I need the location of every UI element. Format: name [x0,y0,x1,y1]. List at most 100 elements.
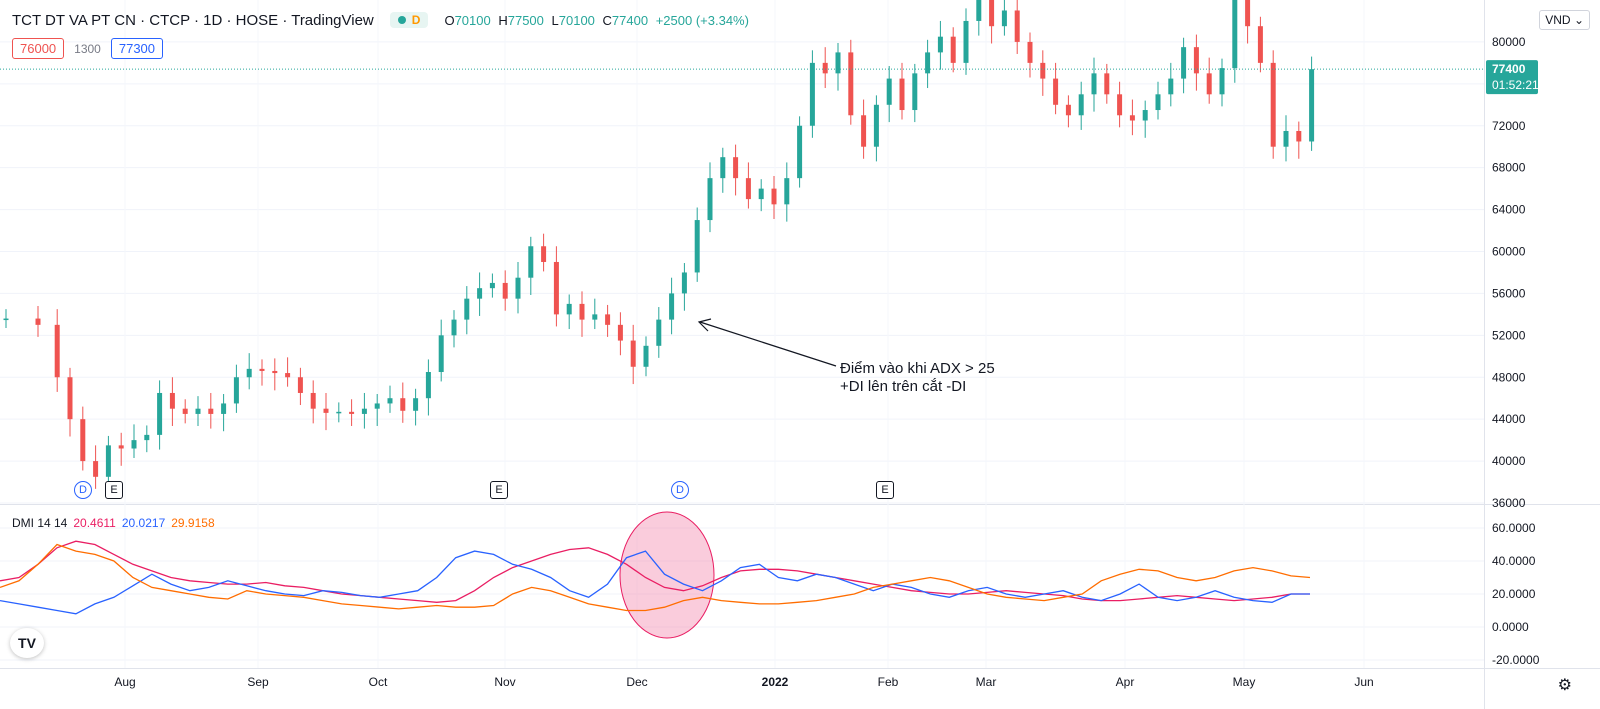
currency-dropdown[interactable]: VND ⌄ [1539,10,1590,30]
close-value: 77400 [611,12,649,28]
tradingview-logo-icon[interactable]: TV [10,628,44,658]
candle-body [323,408,329,413]
candle-body [477,288,483,299]
change-value: +2500 (+3.34%) [655,12,749,28]
market-open-icon [397,16,406,24]
candle-body [1065,104,1071,116]
candle-body [182,408,188,414]
candle-body [643,345,649,367]
time-tick-label: Aug [114,675,135,689]
delay-letter: D [411,13,421,27]
candle-body [425,372,431,399]
candle-body [169,392,175,409]
candle-body [873,104,879,147]
symbol-title[interactable]: TCT DT VA PT CN · CTCP · 1D · HOSE · Tra… [12,11,374,29]
gear-icon[interactable]: ⚙ [1557,677,1572,694]
dmi-tick-label: 40.0000 [1492,554,1536,568]
price-tick-label: 60000 [1492,245,1526,259]
candle-body [950,36,956,63]
candle-body [3,318,9,321]
trade-buttons: 76000 1300 77300 [12,38,164,59]
candle-body [566,303,572,315]
candle-body [515,277,521,299]
price-tick-label: 48000 [1492,370,1526,384]
annotation-arrow-line [699,321,837,367]
candle-body [1232,0,1238,69]
candle-body [861,115,867,147]
low-value: 70100 [558,12,595,28]
candle-body [1219,68,1225,95]
countdown-value: 01:52:21 [1492,78,1539,92]
candle-body [976,0,982,21]
candle-body [758,188,764,200]
candle-body [937,36,943,53]
candle-body [1078,94,1084,116]
candle-body [809,62,815,126]
candle-body [771,188,777,205]
candle-body [93,461,99,477]
candle-body [1257,26,1263,63]
dmi-legend[interactable]: DMI 14 14 20.4611 20.0217 29.9158 [12,516,215,530]
candle-body [1142,110,1148,121]
candle-body [246,368,252,378]
time-tick-label: Nov [494,675,515,689]
candle-body [848,52,854,116]
candle-body [374,403,380,409]
candle-body [502,282,508,299]
candle-body [1014,10,1020,42]
candle-body [822,62,828,74]
candle-body [1270,62,1276,147]
candle-body [272,370,278,374]
dividend-event-icon[interactable]: D [74,481,92,499]
dmi-series-line [0,550,1310,615]
candle-body [1027,41,1033,63]
currency-label: VND [1545,13,1571,27]
candle-body [35,318,41,325]
sell-button[interactable]: 76000 [12,38,65,59]
candle-body [208,408,214,414]
annotation-arrowhead [697,318,712,332]
candle-body [553,261,559,315]
market-status-badge[interactable]: D [389,12,429,28]
candle-body [528,246,534,278]
annotation-line-1: Điểm vào khi ADX > 25 [840,360,995,377]
dividend-event-icon[interactable]: D [671,481,689,499]
candle-body [233,377,239,404]
candle-body [157,392,163,435]
dmi-tick-label: -20.0000 [1492,653,1540,667]
chart-header: TCT DT VA PT CN · CTCP · 1D · HOSE · Tra… [12,8,753,32]
candle-body [80,419,86,462]
candle-body [886,78,892,105]
candle-body [592,314,598,320]
close-label: C [602,12,612,28]
candle-body [1206,73,1212,95]
candle-body [1040,62,1046,79]
open-label: O [444,12,455,28]
price-tick-label: 36000 [1492,496,1526,510]
time-tick-label: Sep [247,675,269,689]
candle-body [605,314,611,325]
time-tick-label: Oct [369,675,388,689]
candle-body [118,445,124,449]
candle-body [925,52,931,74]
high-value: 77500 [507,12,544,28]
candle-body [1129,115,1135,121]
earnings-event-icon[interactable]: E [876,481,894,499]
candle-body [1296,130,1302,142]
buy-button[interactable]: 77300 [110,38,164,59]
candle-body [963,20,969,63]
time-tick-label: Dec [626,675,647,689]
candle-body [899,78,905,111]
candle-body [131,440,137,449]
candle-body [745,178,751,200]
dmi-tick-label: 60.0000 [1492,521,1536,535]
candle-body [1168,78,1174,95]
dmi-tick-label: 0.0000 [1492,620,1529,634]
earnings-event-icon[interactable]: E [105,481,123,499]
candle-body [707,178,713,221]
time-tick-label: 2022 [762,675,789,689]
price-tick-label: 72000 [1492,119,1526,133]
candle-body [67,377,73,420]
earnings-event-icon[interactable]: E [490,481,508,499]
annotation-text[interactable]: Điểm vào khi ADX > 25 +DI lên trên cắt -… [840,360,995,396]
